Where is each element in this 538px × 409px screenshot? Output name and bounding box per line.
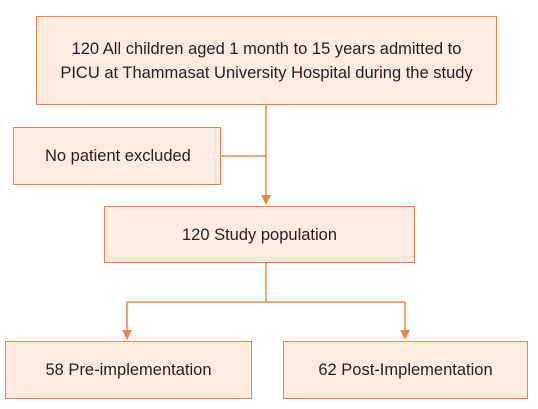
excluded-box: No patient excluded [13, 127, 221, 185]
arrow-top-to-study [261, 195, 271, 205]
all-children-line2: PICU at Thammasat University Hospital du… [60, 63, 473, 82]
post-implementation-label: 62 Post-Implementation [318, 361, 493, 379]
pre-implementation-box: 58 Pre-implementation [5, 341, 252, 399]
arrow-to-post [400, 330, 410, 340]
excluded-label: No patient excluded [45, 147, 191, 165]
all-children-line1: 120 All children aged 1 month to 15 year… [71, 39, 462, 58]
post-implementation-box: 62 Post-Implementation [283, 341, 528, 399]
all-children-box: 120 All children aged 1 month to 15 year… [36, 16, 497, 105]
arrow-to-pre [122, 330, 132, 340]
study-population-label: 120 Study population [181, 225, 338, 244]
study-population-box: 120 Study population [104, 206, 415, 263]
pre-implementation-label: 58 Pre-implementation [45, 361, 212, 379]
